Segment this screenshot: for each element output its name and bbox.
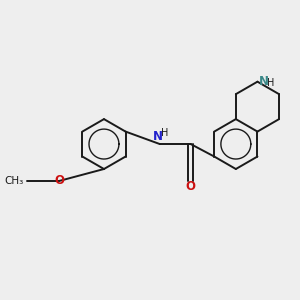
Text: H: H xyxy=(161,128,169,138)
Text: N: N xyxy=(258,75,268,88)
Text: O: O xyxy=(186,180,196,193)
Text: N: N xyxy=(153,130,163,143)
Text: CH₃: CH₃ xyxy=(4,176,24,186)
Text: O: O xyxy=(54,174,64,188)
Text: H: H xyxy=(267,78,274,88)
